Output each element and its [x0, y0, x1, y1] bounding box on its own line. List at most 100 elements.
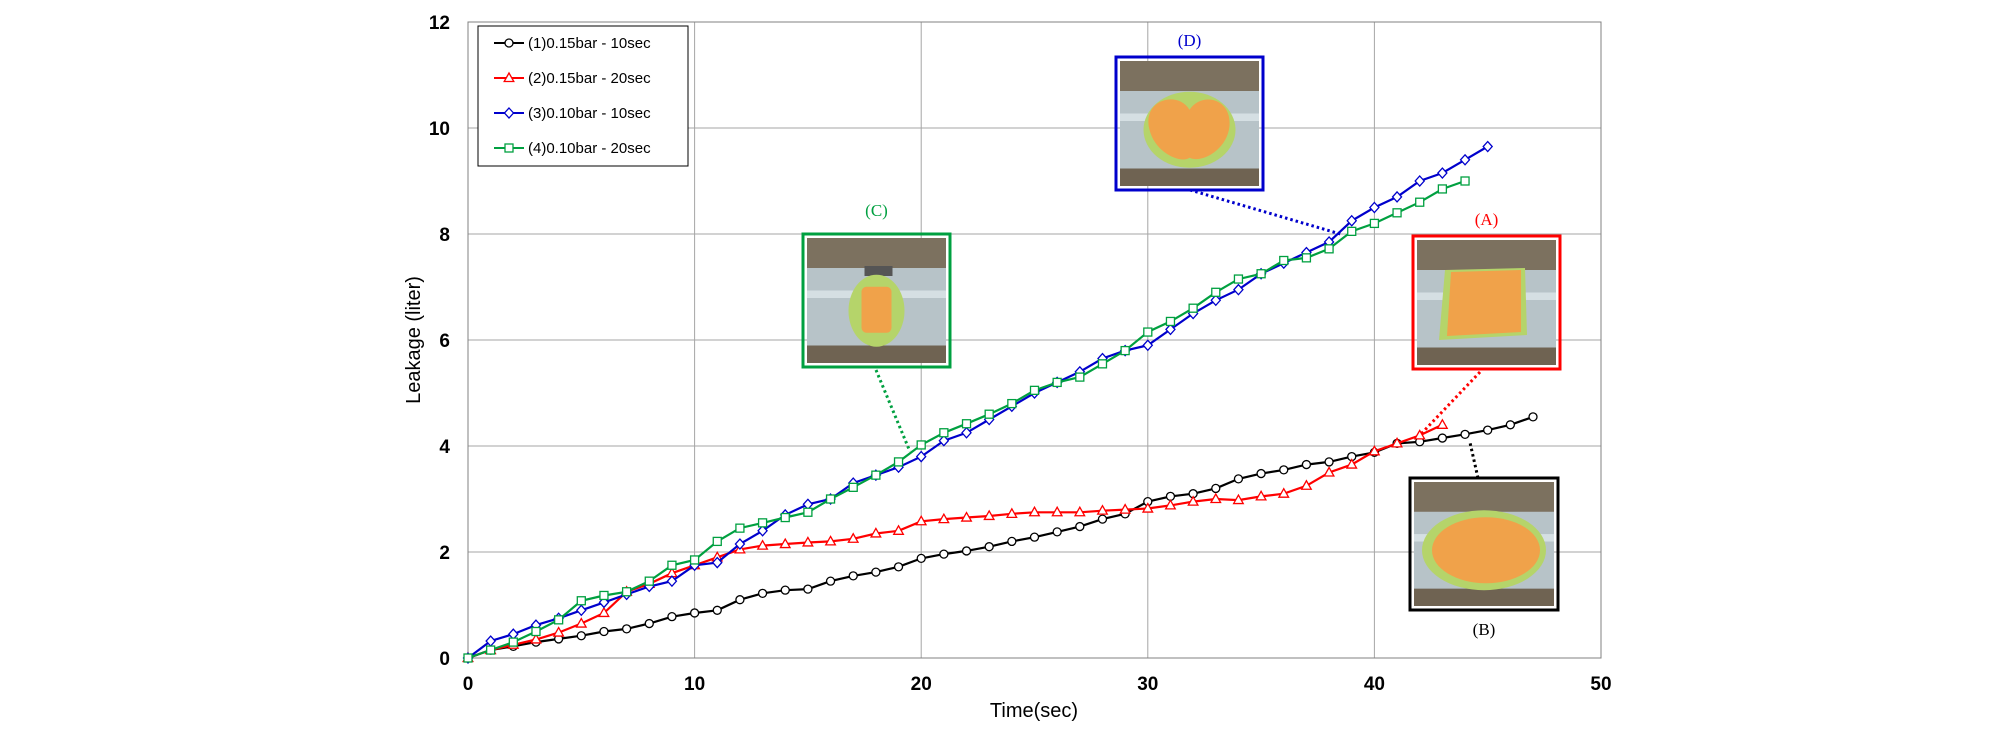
legend-label: (2)0.15bar - 20sec: [528, 70, 651, 87]
legend-entry-3: (3)0.10bar - 10sec: [494, 105, 651, 122]
data-point: [892, 524, 905, 535]
data-point: [960, 511, 973, 522]
data-point: [667, 612, 677, 622]
data-point: [756, 539, 769, 550]
series-2: [462, 418, 1449, 663]
data-point: [871, 470, 881, 480]
y-tick-label: 10: [429, 119, 450, 140]
photo-callouts: (A) (B) (C) (D): [801, 31, 1562, 639]
data-point: [1120, 345, 1130, 356]
leader-line: [1468, 440, 1480, 479]
data-point: [644, 576, 654, 586]
data-point: [734, 538, 746, 551]
y-tick-label: 8: [439, 225, 450, 246]
photo-fitting: [864, 266, 893, 276]
data-point: [825, 576, 836, 586]
data-point: [621, 587, 632, 597]
data-point: [983, 509, 996, 521]
data-point: [824, 535, 837, 546]
photo-top-band: [807, 238, 946, 268]
data-point: [1414, 175, 1426, 187]
data-point: [871, 567, 881, 577]
data-point: [1368, 444, 1381, 456]
data-point: [1255, 490, 1268, 501]
data-point: [1459, 153, 1471, 166]
data-point: [825, 494, 836, 504]
legend-entry-2: (2)0.15bar - 20sec: [494, 70, 651, 87]
data-point: [1211, 287, 1221, 297]
photo-frame: [1411, 234, 1562, 371]
data-point: [893, 562, 904, 572]
data-point: [1437, 167, 1448, 180]
data-point: [1142, 339, 1154, 352]
data-point: [1165, 323, 1176, 336]
data-point: [1415, 197, 1425, 207]
y-tick-label: 0: [439, 649, 450, 670]
data-point: [576, 596, 586, 606]
legend-entry-4: (4)0.10bar - 20sec: [494, 140, 651, 157]
leak-core: [861, 286, 892, 333]
x-tick-label: 20: [911, 674, 932, 695]
photo-bottom-band: [1414, 588, 1554, 606]
series-layer: [462, 140, 1538, 664]
x-tick-label: 40: [1364, 674, 1385, 695]
callout-label: (C): [865, 201, 888, 220]
data-point: [1460, 429, 1470, 439]
data-point: [1187, 495, 1200, 506]
data-point: [915, 514, 928, 526]
y-tick-label: 2: [439, 543, 450, 564]
legend-entry-1: (1)0.15bar - 10sec: [494, 35, 651, 52]
photo-top-band: [1120, 61, 1259, 91]
data-point: [1052, 377, 1062, 388]
data-point: [1051, 505, 1064, 517]
data-point: [1097, 359, 1108, 369]
data-point: [780, 585, 790, 595]
data-point: [916, 440, 926, 450]
data-point: [938, 434, 950, 447]
data-point: [1073, 505, 1086, 517]
data-point: [1210, 294, 1222, 307]
photo-frame: [1408, 476, 1560, 612]
data-point: [1096, 504, 1109, 515]
leader-line: [874, 369, 912, 452]
legend-label: (1)0.15bar - 10sec: [528, 35, 651, 52]
data-point: [1437, 184, 1448, 194]
data-point: [530, 633, 542, 644]
data-point: [984, 409, 994, 419]
data-point: [1028, 505, 1041, 517]
inset-photo: [1417, 240, 1556, 365]
photo-frame: [1114, 55, 1265, 192]
data-point: [1483, 425, 1493, 435]
data-point: [486, 645, 496, 655]
data-point: [780, 512, 790, 523]
data-point: [1005, 507, 1018, 518]
data-point: [1347, 226, 1357, 237]
series-4: [463, 176, 1470, 663]
data-point: [575, 604, 587, 617]
data-point: [1256, 468, 1266, 479]
data-point: [1007, 536, 1017, 547]
data-point: [621, 624, 632, 634]
data-point: [1392, 208, 1402, 218]
data-point: [1052, 527, 1062, 537]
data-point: [575, 617, 588, 628]
data-point: [1097, 514, 1108, 524]
data-point: [735, 595, 745, 605]
data-point: [1324, 457, 1334, 467]
data-point: [1233, 474, 1244, 484]
data-point: [848, 571, 858, 581]
data-point: [1460, 176, 1470, 186]
data-point: [1528, 412, 1538, 422]
x-axis-title: Time(sec): [990, 700, 1078, 722]
data-point: [667, 560, 677, 570]
callout-label: (D): [1178, 31, 1202, 50]
series-line: [467, 423, 1443, 660]
data-point: [1165, 316, 1176, 327]
data-point: [1209, 492, 1222, 504]
x-tick-labels: 0 10 20 30 40 50: [463, 674, 1612, 695]
data-point: [1277, 487, 1290, 498]
legend-label: (3)0.10bar - 10sec: [528, 105, 651, 122]
data-point: [757, 518, 768, 528]
data-point: [869, 527, 882, 538]
